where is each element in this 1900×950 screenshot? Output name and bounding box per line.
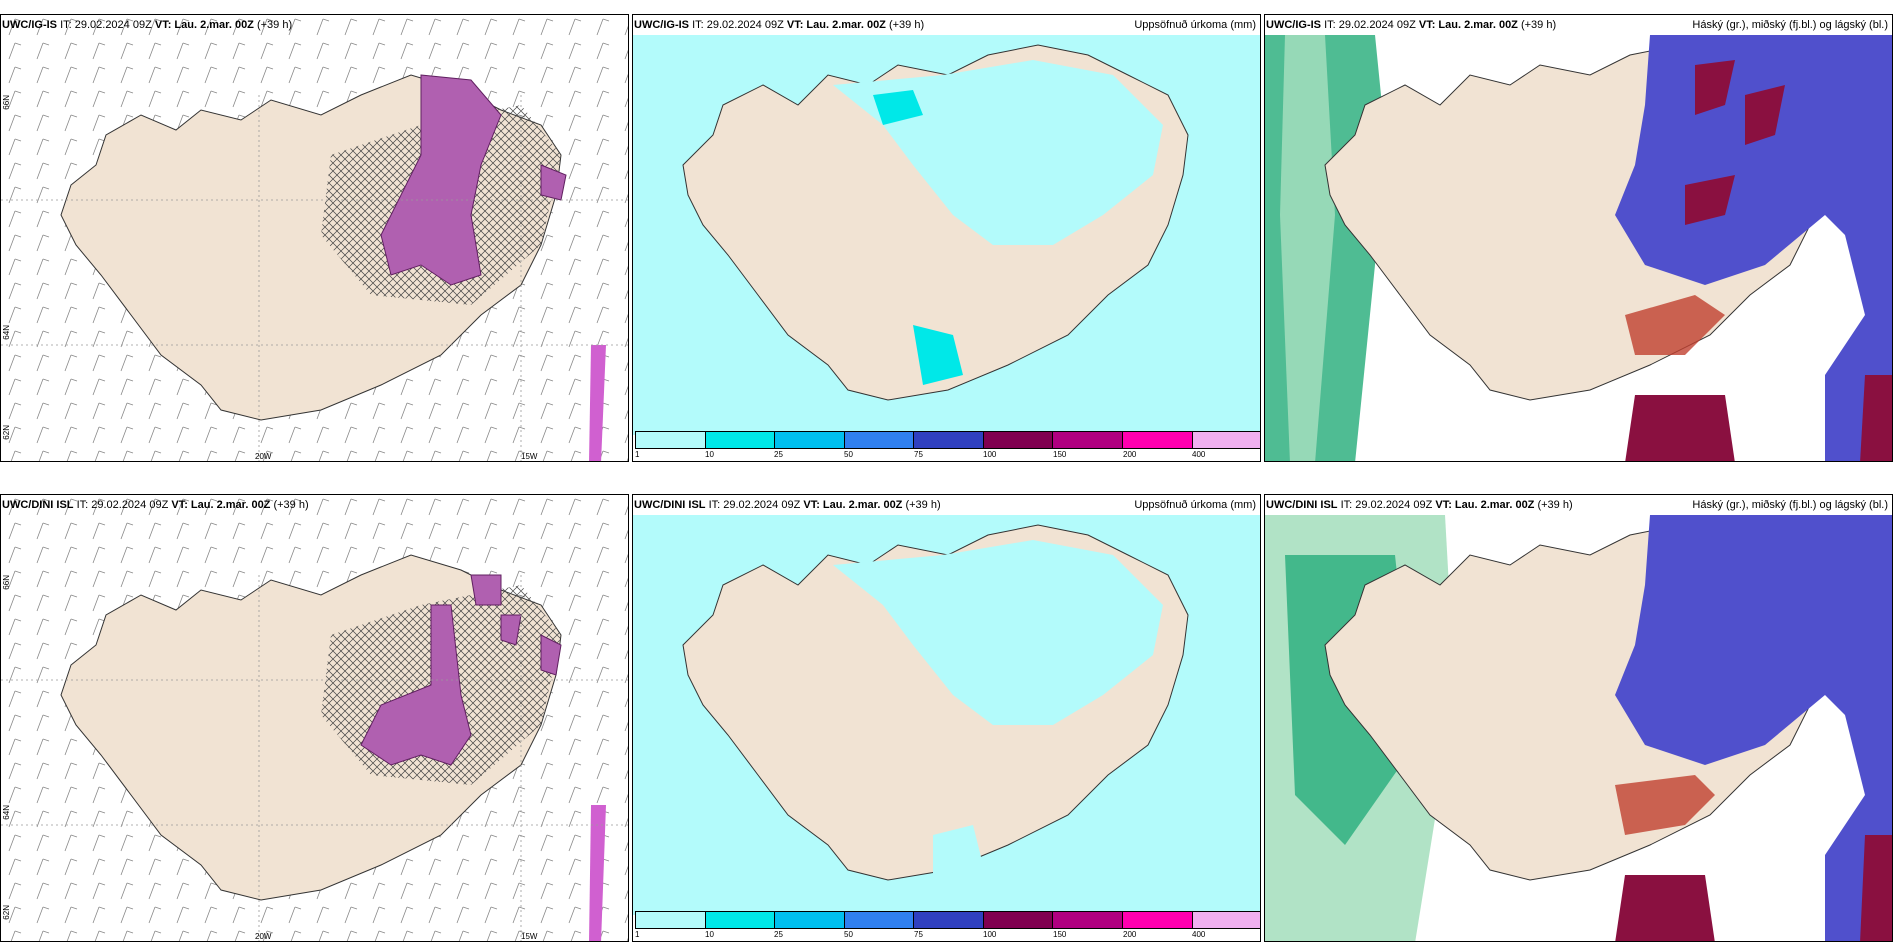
colorbar-tick: 400 (1192, 450, 1206, 459)
colorbar-bin (705, 432, 776, 448)
panel-wind-dini: UWC/DINI ISL IT: 29.02.2024 09Z VT: Lau.… (0, 494, 629, 942)
precip-title: Uppsöfnuð úrkoma (mm) (1134, 19, 1256, 31)
colorbar-tick: 25 (774, 930, 783, 939)
panel-header: UWC/DINI ISL IT: 29.02.2024 09Z VT: Lau.… (2, 499, 309, 511)
colorbar-tick: 50 (844, 450, 853, 459)
panel-header: UWC/DINI ISL IT: 29.02.2024 09Z VT: Lau.… (634, 499, 941, 511)
mid-cloud (1615, 515, 1892, 941)
colorbar-bin (705, 912, 776, 928)
colorbar-ticks: 1 10 25 50 75 100 150 200 400 (635, 930, 1260, 941)
colorbar-tick: 200 (1123, 450, 1137, 459)
colorbar-bin (914, 432, 984, 448)
panel-cloud-dini: UWC/DINI ISL IT: 29.02.2024 09Z VT: Lau.… (1264, 494, 1893, 942)
colorbar-bin (1192, 912, 1260, 928)
snow-area (380, 74, 502, 286)
lat-label-64n: 64N (2, 325, 11, 340)
colorbar-tick: 150 (1053, 450, 1067, 459)
precip-title: Uppsöfnuð úrkoma (mm) (1134, 499, 1256, 511)
lat-label-66n: 66N (2, 575, 11, 590)
colorbar-bin (983, 912, 1054, 928)
colorbar-tick: 1 (635, 930, 640, 939)
lon-label-20w: 20W (255, 452, 272, 461)
colorbar-tick: 200 (1123, 930, 1137, 939)
colorbar-bin (636, 432, 706, 448)
cloud-title: Háský (gr.), miðský (fj.bl.) og lágský (… (1692, 19, 1888, 31)
colorbar-bin (844, 912, 915, 928)
lat-label-66n: 66N (2, 95, 11, 110)
lon-label-15w: 15W (521, 932, 538, 941)
colorbar-bin (1122, 432, 1193, 448)
cloud-map (1265, 495, 1892, 941)
panel-cloud-ig: UWC/IG-IS IT: 29.02.2024 09Z VT: Lau. 2.… (1264, 14, 1893, 462)
cloud-map (1265, 15, 1892, 461)
colorbar-tick: 10 (705, 930, 714, 939)
lon-label-20w: 20W (255, 932, 272, 941)
colorbar-bin (1122, 912, 1193, 928)
panel-header: UWC/IG-IS IT: 29.02.2024 09Z VT: Lau. 2.… (1266, 19, 1557, 31)
lat-label-62n: 62N (2, 425, 11, 440)
cloud-title: Háský (gr.), miðský (fj.bl.) og lágský (… (1692, 499, 1888, 511)
colorbar-tick: 75 (914, 450, 923, 459)
mid-cloud (1615, 35, 1892, 461)
colorbar-tick: 50 (844, 930, 853, 939)
low-cloud (1685, 60, 1785, 225)
precip-colorbar (635, 431, 1260, 449)
precip-map (633, 495, 1260, 941)
colorbar-bin (983, 432, 1054, 448)
colorbar-bin (844, 432, 915, 448)
colorbar-bin (636, 912, 706, 928)
lat-label-64n: 64N (2, 805, 11, 820)
colorbar-tick: 400 (1192, 930, 1206, 939)
precip-colorbar (635, 911, 1260, 929)
colorbar-tick: 10 (705, 450, 714, 459)
panel-precip-dini: UWC/DINI ISL IT: 29.02.2024 09Z VT: Lau.… (632, 494, 1261, 942)
colorbar-tick: 100 (983, 930, 997, 939)
colorbar-tick: 100 (983, 450, 997, 459)
colorbar-bin (775, 432, 845, 448)
colorbar-bin (1192, 432, 1260, 448)
precip-map (633, 15, 1260, 461)
colorbar-tick: 1 (635, 450, 640, 459)
colorbar-tick: 75 (914, 930, 923, 939)
colorbar-bin (775, 912, 845, 928)
colorbar-tick: 150 (1053, 930, 1067, 939)
colorbar-bin (1053, 432, 1123, 448)
panel-wind-ig: UWC/IG-IS IT: 29.02.2024 09Z VT: Lau. 2.… (0, 14, 629, 462)
colorbar-tick: 25 (774, 450, 783, 459)
panel-header: UWC/IG-IS IT: 29.02.2024 09Z VT: Lau. 2.… (2, 19, 293, 31)
colorbar-bin (914, 912, 984, 928)
snow-area (360, 604, 472, 766)
panel-header: UWC/IG-IS IT: 29.02.2024 09Z VT: Lau. 2.… (634, 19, 925, 31)
lat-label-62n: 62N (2, 905, 11, 920)
wind-map (1, 495, 628, 941)
panel-precip-ig: UWC/IG-IS IT: 29.02.2024 09Z VT: Lau. 2.… (632, 14, 1261, 462)
colorbar-ticks: 1 10 25 50 75 100 150 200 400 (635, 450, 1260, 461)
wind-map (1, 15, 628, 461)
panel-header: UWC/DINI ISL IT: 29.02.2024 09Z VT: Lau.… (1266, 499, 1573, 511)
colorbar-bin (1053, 912, 1123, 928)
lon-label-15w: 15W (521, 452, 538, 461)
